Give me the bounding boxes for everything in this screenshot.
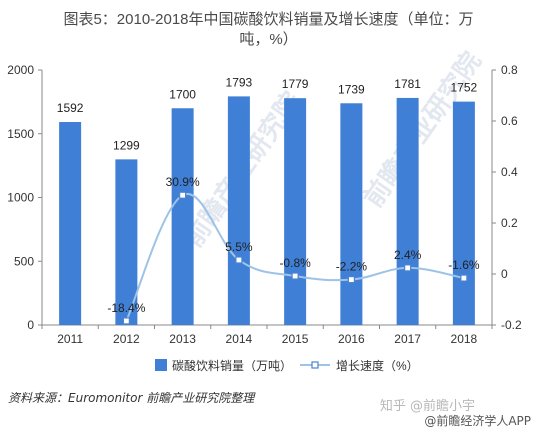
x-tick-label: 2012 xyxy=(113,332,140,346)
watermark-zhihu: 知乎 @前瞻小宇 xyxy=(379,399,475,414)
legend-bar-swatch xyxy=(155,359,167,371)
bar-value-label: 1752 xyxy=(451,81,478,95)
bar-value-label: 1700 xyxy=(169,87,196,101)
chart-title-line-1: 图表5：2010-2018年中国碳酸饮料销量及增长速度（单位：万 xyxy=(63,11,474,28)
growth-point xyxy=(291,272,299,280)
growth-value-label: 5.5% xyxy=(225,240,253,254)
growth-point xyxy=(347,276,355,284)
source-note: 资料来源：Euromonitor 前瞻产业研究院整理 xyxy=(8,391,255,405)
left-tick-label: 500 xyxy=(14,254,34,268)
bar-value-label: 1592 xyxy=(57,101,84,115)
bar xyxy=(171,108,194,325)
bar-value-label: 1779 xyxy=(282,77,309,91)
right-tick-label: 0 xyxy=(501,267,508,281)
right-tick-label: 0.2 xyxy=(501,216,518,230)
bar xyxy=(340,103,363,325)
legend-line-label: 增长速度（%） xyxy=(336,358,419,373)
chart-title: 图表5：2010-2018年中国碳酸饮料销量及增长速度（单位：万 吨，%） xyxy=(0,10,537,50)
left-tick-label: 1000 xyxy=(7,191,34,205)
bar-value-label: 1793 xyxy=(226,75,253,89)
right-tick-label: 0.8 xyxy=(501,63,518,77)
left-tick-label: 0 xyxy=(27,318,34,332)
watermark-app: @前瞻经济学人APP xyxy=(424,414,531,428)
legend-line-marker xyxy=(311,361,319,369)
right-tick-label: 0.4 xyxy=(501,165,518,179)
x-tick-label: 2015 xyxy=(282,332,309,346)
x-tick-label: 2016 xyxy=(338,332,365,346)
growth-point xyxy=(460,274,468,282)
growth-value-label: 2.4% xyxy=(394,248,422,262)
growth-value-label: -0.8% xyxy=(279,256,311,270)
x-tick-label: 2011 xyxy=(57,332,83,346)
x-tick-label: 2013 xyxy=(169,332,196,346)
bar xyxy=(284,98,307,326)
x-tick-label: 2017 xyxy=(394,332,421,346)
growth-value-label: -18.4% xyxy=(107,301,145,315)
x-tick-label: 2014 xyxy=(226,332,253,346)
growth-point xyxy=(122,317,130,325)
bar xyxy=(227,96,250,325)
growth-value-label: -1.6% xyxy=(448,258,480,272)
bar xyxy=(452,101,475,326)
growth-point xyxy=(235,256,243,264)
bar xyxy=(115,159,138,325)
growth-value-label: 30.9% xyxy=(166,175,200,189)
right-tick-label: 0.6 xyxy=(501,114,518,128)
bar xyxy=(59,122,82,326)
bar xyxy=(396,97,419,325)
growth-point xyxy=(404,264,412,272)
bar-value-label: 1739 xyxy=(338,82,365,96)
left-tick-label: 2000 xyxy=(7,63,34,77)
chart-title-line-2: 吨，%） xyxy=(239,31,298,48)
x-tick-label: 2018 xyxy=(451,332,478,346)
legend-bar-label: 碳酸饮料销量（万吨） xyxy=(172,358,292,373)
right-tick-label: -0.2 xyxy=(501,318,522,332)
left-tick-label: 1500 xyxy=(7,127,34,141)
growth-point xyxy=(179,191,187,199)
growth-value-label: -2.2% xyxy=(336,260,368,274)
bar-value-label: 1299 xyxy=(113,138,140,152)
bar-value-label: 1781 xyxy=(394,77,421,91)
